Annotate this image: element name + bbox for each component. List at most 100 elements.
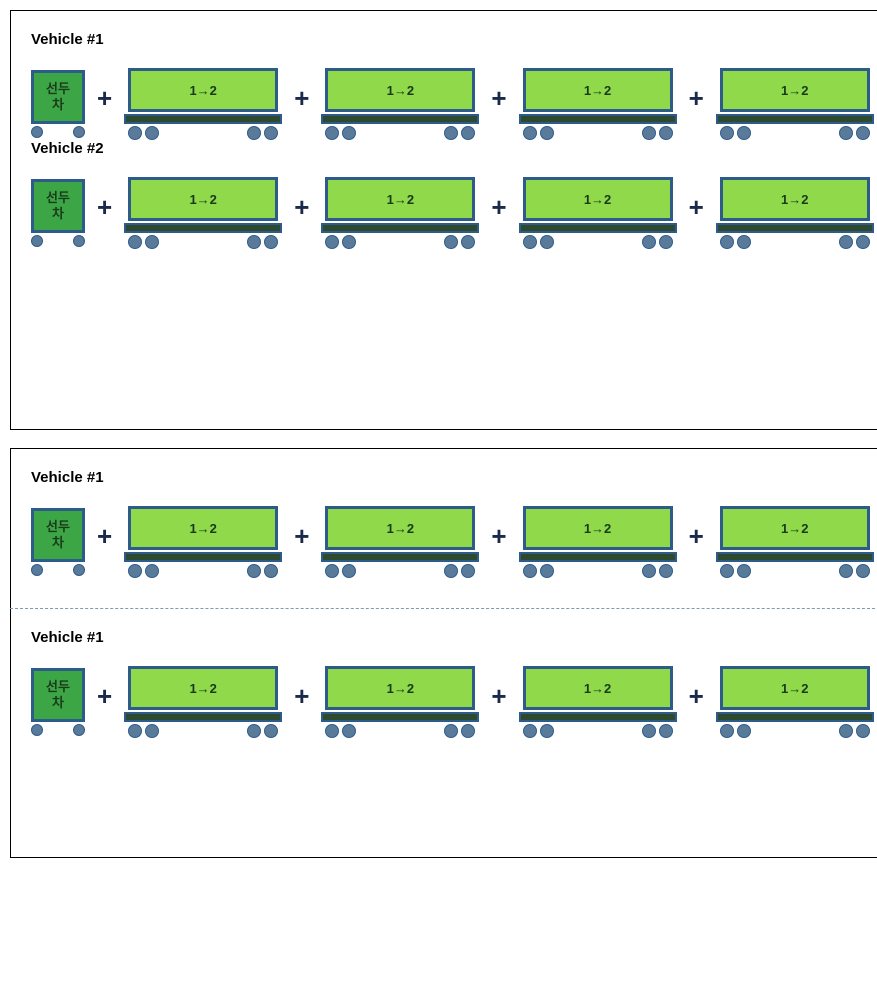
wagon-base (519, 223, 677, 233)
wheel-icon (444, 724, 458, 738)
wheel-icon (720, 724, 734, 738)
wheel-icon (720, 235, 734, 249)
wagon-body: 1→2 (523, 666, 673, 710)
wagon-base (519, 552, 677, 562)
wheel-icon (145, 564, 159, 578)
wheel-icon (642, 724, 656, 738)
plus-symbol: + (97, 681, 112, 712)
wheel-icon (247, 724, 261, 738)
plus-symbol: + (97, 192, 112, 223)
cab-icon: 선두 차 (31, 179, 85, 247)
wheel-icon (342, 724, 356, 738)
cab-body: 선두 차 (31, 70, 85, 124)
wagon-base (124, 712, 282, 722)
wagon-icon: 1→2 (716, 666, 874, 738)
cab-body: 선두 차 (31, 668, 85, 722)
cab-label: 선두 차 (46, 679, 70, 710)
wagon-wheels (128, 564, 278, 578)
plus-symbol: + (689, 681, 704, 712)
wagon-body: 1→2 (523, 506, 673, 550)
wagon-wheels (128, 724, 278, 738)
wheel-icon (642, 564, 656, 578)
wagon-base (716, 712, 874, 722)
wagon-wheels (720, 724, 870, 738)
wheel-icon (839, 724, 853, 738)
wheel-icon (73, 126, 85, 138)
plus-symbol: + (689, 83, 704, 114)
plus-symbol: + (491, 521, 506, 552)
wheel-icon (342, 235, 356, 249)
wheel-icon (642, 235, 656, 249)
wagon-base (321, 114, 479, 124)
wheel-icon (856, 724, 870, 738)
wagon-icon: 1→2 (519, 68, 677, 140)
wagon-wheels (720, 126, 870, 140)
wheel-icon (659, 564, 673, 578)
wheel-icon (325, 126, 339, 140)
cab-body: 선두 차 (31, 508, 85, 562)
train-row: 선두 차 + 1→2 + 1→2 (31, 666, 874, 738)
wagon-base (124, 114, 282, 124)
wheel-icon (540, 724, 554, 738)
wheel-icon (264, 126, 278, 140)
plus-symbol: + (294, 681, 309, 712)
wheel-icon (31, 564, 43, 576)
wagon-icon: 1→2 (716, 68, 874, 140)
wagon-body: 1→2 (523, 68, 673, 112)
wheel-icon (128, 724, 142, 738)
wagon-icon: 1→2 (124, 177, 282, 249)
vehicle-2-group: Vehicle #2 선두 차 + 1→2 (31, 140, 874, 249)
wagon-wheels (128, 126, 278, 140)
wagon-icon: 1→2 (321, 506, 479, 578)
wheel-icon (128, 126, 142, 140)
wagon-icon: 1→2 (716, 506, 874, 578)
wheel-icon (839, 126, 853, 140)
wheel-icon (659, 724, 673, 738)
bottom-diagram-container: Vehicle #1 선두 차 + 1→2 (10, 448, 867, 858)
plus-symbol: + (689, 192, 704, 223)
wheel-icon (461, 724, 475, 738)
wagon-base (716, 114, 874, 124)
wagon-icon: 1→2 (124, 506, 282, 578)
wagon-wheels (720, 235, 870, 249)
wheel-icon (73, 564, 85, 576)
wheel-icon (856, 564, 870, 578)
wagon-base (321, 712, 479, 722)
bottom-segment-1: Vehicle #1 선두 차 + 1→2 (11, 449, 877, 608)
cab-wheels (31, 126, 85, 138)
wheel-icon (461, 564, 475, 578)
wheel-icon (128, 564, 142, 578)
wagon-wheels (523, 724, 673, 738)
wheel-icon (264, 724, 278, 738)
wagon-body: 1→2 (128, 506, 278, 550)
wheel-icon (659, 235, 673, 249)
plus-symbol: + (491, 681, 506, 712)
wheel-icon (73, 724, 85, 736)
bottom-segment-2: Vehicle #1 선두 차 + 1→2 (11, 609, 877, 768)
wheel-icon (444, 235, 458, 249)
wagon-base (716, 552, 874, 562)
plus-symbol: + (97, 521, 112, 552)
wagon-wheels (523, 235, 673, 249)
top-diagram-container: Vehicle #1 선두 차 + 1→2 (10, 10, 867, 430)
wheel-icon (737, 126, 751, 140)
wagon-icon: 1→2 (124, 68, 282, 140)
wheel-icon (145, 235, 159, 249)
wagon-body: 1→2 (523, 177, 673, 221)
wheel-icon (540, 235, 554, 249)
wheel-icon (342, 126, 356, 140)
wagon-wheels (325, 126, 475, 140)
plus-symbol: + (97, 83, 112, 114)
wagon-wheels (720, 564, 870, 578)
vehicle-1-group: Vehicle #1 선두 차 + 1→2 (31, 31, 874, 140)
cab-label: 선두 차 (46, 81, 70, 112)
cab-icon: 선두 차 (31, 70, 85, 138)
wheel-icon (444, 564, 458, 578)
plus-symbol: + (491, 192, 506, 223)
wagon-body: 1→2 (720, 177, 870, 221)
wagon-body: 1→2 (325, 68, 475, 112)
wheel-icon (461, 126, 475, 140)
wheel-icon (247, 235, 261, 249)
plus-symbol: + (294, 521, 309, 552)
wheel-icon (31, 724, 43, 736)
